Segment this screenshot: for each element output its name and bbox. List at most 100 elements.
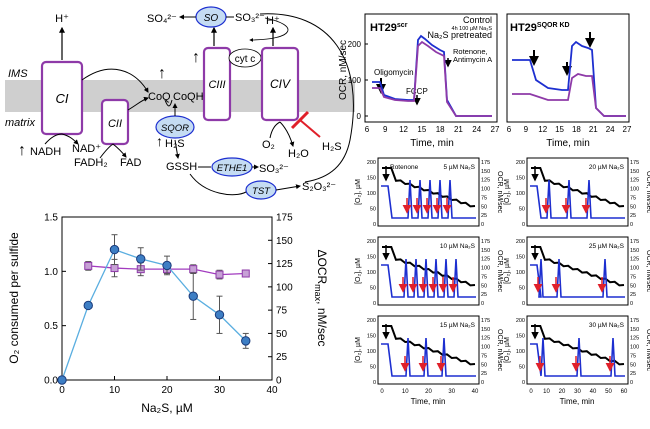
concentration-label: 5 µM Na₂S (443, 164, 475, 171)
ocr-ylabel: OCR, nM/sec (338, 40, 349, 100)
trace-x-tick-label: 20 (425, 389, 432, 395)
trace-panel: 30 µM Na₂S [O₂], µM OCR, nM/sec 0 50 100 150 20… (504, 315, 650, 386)
concentration-label: 15 µM Na₂S (440, 322, 476, 329)
trace-x-tick-label: 10 (402, 389, 409, 395)
trace-x-tick-label: 50 (605, 389, 612, 395)
y2-tick-label: 100 (276, 282, 293, 293)
sqor-label: SQOR (161, 123, 189, 134)
complex-civ (260, 46, 300, 122)
complex-cii (100, 98, 130, 146)
data-point-docr (241, 336, 251, 346)
data-point-docr (214, 310, 225, 320)
h2o-label: H₂O (288, 148, 309, 160)
trace-ylabel-left: [O₂], µM (355, 337, 362, 363)
y2-tick-label: 175 (276, 213, 293, 224)
trace-x-tick-label: 30 (574, 389, 581, 395)
ocr-trace (381, 179, 476, 219)
trace-y2-tick-label: 75 (630, 274, 636, 280)
concentration-label: 30 µM Na₂S (589, 322, 625, 329)
data-point-docr (136, 254, 146, 264)
data-point-o2 (84, 261, 93, 270)
proton-civ: H⁺ (266, 15, 280, 27)
trace-y-tick-label: 50 (519, 207, 525, 213)
sulfite-bottom-label: SO₃²⁻ (259, 163, 289, 175)
trace-ylabel-left: [O₂], µM (504, 337, 511, 363)
trace-y2-tick-label: 50 (481, 283, 487, 289)
trace-y-tick-label: 0 (373, 222, 376, 228)
trace-xlabel-left: Time, min (411, 397, 446, 406)
chart-y2label: ΔOCRmax, nM/sec (313, 249, 329, 346)
trace-y2-tick-label: 25 (630, 371, 636, 377)
chart-series (57, 234, 251, 385)
data-point-docr (188, 291, 198, 301)
concentration-label: 25 µM Na₂S (589, 243, 625, 250)
sulfite-top-label: SO₃²⁻ (235, 12, 265, 24)
data-point-docr (83, 300, 93, 311)
complex-civ-label: CIV (270, 77, 291, 91)
ocr-trace (530, 179, 625, 219)
trace-ylabel-right: OCR, nM/sec (496, 250, 503, 293)
trace-ylabel-left: [O₂], µM (355, 179, 362, 205)
trace-y2-tick-label: 75 (481, 353, 487, 359)
data-point-o2 (241, 269, 250, 278)
h2s-civ: H₂S (322, 141, 342, 153)
trace-y-tick-label: 100 (367, 349, 376, 355)
ocr-x-tick-label: 9 (524, 125, 529, 134)
trace-y2-tick-label: 125 (481, 178, 490, 184)
trace-x-tick-label: 60 (621, 389, 628, 395)
o2-trace (531, 325, 625, 366)
y2-tick-label: 0 (276, 376, 282, 387)
trace-y-tick-label: 50 (370, 286, 376, 292)
complex-ci-label: CI (56, 91, 69, 106)
trace-y-tick-label: 50 (519, 286, 525, 292)
rotenone-label: Rotenone (390, 164, 419, 171)
trace-y2-tick-label: 100 (481, 187, 490, 193)
x-tick-label: 20 (161, 385, 173, 396)
o2-trace (382, 246, 476, 287)
ocr-x-tick-label: 15 (417, 125, 426, 134)
trace-y2-tick-label: 175 (481, 239, 490, 245)
trace-y2-tick-label: 75 (630, 353, 636, 359)
concentration-label: 20 µM Na₂S (589, 164, 625, 171)
trace-y-tick-label: 200 (516, 318, 525, 324)
coq-label: CoQ (148, 91, 171, 103)
h2s-sqor: H₂S (165, 138, 185, 150)
ocr-x-tick-label: 6 (365, 125, 370, 134)
ocr-x-ticks-right: 6 9 12 15 18 21 24 27 (507, 125, 632, 134)
trace-y2-tick-label: 175 (481, 160, 490, 166)
ocr-x-tick-label: 18 (436, 125, 445, 134)
chart-xlabel: Na₂S, µM (141, 401, 193, 415)
ocr-x-tick-label: 12 (399, 125, 408, 134)
ocr-y-tick-label: 200 (348, 40, 362, 49)
so-label: SO (204, 13, 219, 24)
trace-y-tick-label: 200 (367, 160, 376, 166)
ocr-y-tick-label: 100 (348, 76, 362, 85)
ocr-panel: HT29scr Control 4h 100 µM Na₂S Na₂S pret… (338, 13, 632, 149)
trace-x-tick-label: 10 (543, 389, 550, 395)
ann-antimycin: Antimycin A (453, 55, 492, 64)
trace-y2-tick-label: 50 (630, 362, 636, 368)
ann-fccp: FCCP (406, 87, 428, 96)
fadh2-label: FADH₂ (74, 157, 108, 169)
trace-y2-tick-label: 125 (630, 178, 639, 184)
ocr-trace (381, 337, 476, 377)
gssh-label: GSSH (166, 161, 197, 173)
y2-tick-label: 125 (276, 259, 293, 270)
trace-y-tick-label: 50 (370, 365, 376, 371)
trace-x-tick-label: 0 (529, 389, 533, 395)
trace-y-tick-label: 50 (519, 365, 525, 371)
chart-x-ticks: 0 10 20 30 40 (59, 385, 278, 396)
data-point-o2 (189, 265, 198, 274)
pathway-diagram: IMS matrix CI H⁺ CII CoQ CoQH₂ ↑ SQOR ↑ … (5, 6, 355, 200)
cyt-c-label: cyt c (235, 54, 256, 65)
trace-panel: 10 µM Na₂S [O₂], µM OCR, nM/sec 0 50 100 150 20… (355, 236, 503, 307)
y-tick-label: 1.0 (44, 267, 58, 278)
tst-label: TST (252, 186, 271, 197)
trace-ylabel-right: OCR, nM/sec (645, 171, 650, 214)
trace-y-tick-label: 100 (367, 191, 376, 197)
chart-y-ticks: 0.0 0.5 1.0 1.5 (44, 213, 66, 387)
ethe1-label: ETHE1 (217, 163, 248, 174)
trace-y2-tick-label: 75 (481, 274, 487, 280)
y2-tick-label: 25 (276, 352, 288, 363)
trace-y2-tick-label: 175 (630, 239, 639, 245)
